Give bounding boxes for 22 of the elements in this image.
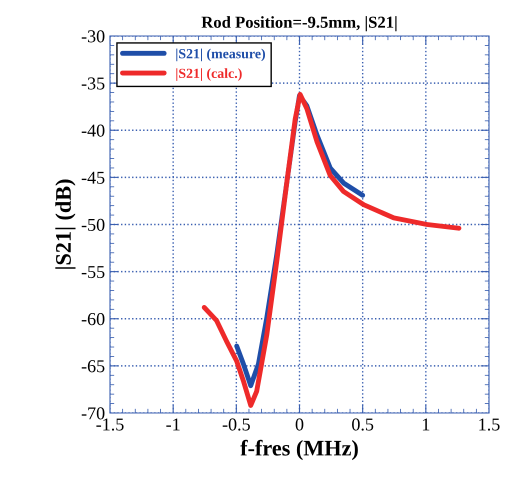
x-tick-label: -1.5 (96, 418, 124, 431)
y-tick-label: -30 (82, 30, 104, 42)
x-tick-label: 0 (296, 418, 304, 431)
x-tick-label: -1 (166, 418, 180, 430)
legend-label: |S21| (calc.) (176, 68, 242, 81)
chart-title: Rod Position=-9.5mm, |S21| (202, 16, 396, 32)
legend-label: |S21| (measure) (176, 48, 266, 62)
y-tick-label: -65 (82, 360, 104, 372)
y-tick-label: -70 (82, 407, 104, 420)
y-axis-title: |S21| (dB) (55, 180, 76, 269)
x-tick-label: -0.5 (222, 418, 250, 431)
y-tick-label: -35 (82, 77, 104, 90)
x-tick-label: 0.5 (352, 418, 374, 431)
x-tick-label: 1 (422, 418, 430, 430)
line-series (202, 92, 462, 408)
x-tick-label: 1.5 (479, 418, 500, 431)
y-tick-label: -55 (82, 266, 104, 278)
y-tick-label: -60 (82, 313, 104, 326)
x-axis-title: f-fres (MHz) (240, 440, 358, 460)
y-tick-label: -50 (82, 218, 104, 231)
y-tick-label: -40 (82, 124, 104, 137)
y-tick-label: -45 (82, 172, 104, 184)
